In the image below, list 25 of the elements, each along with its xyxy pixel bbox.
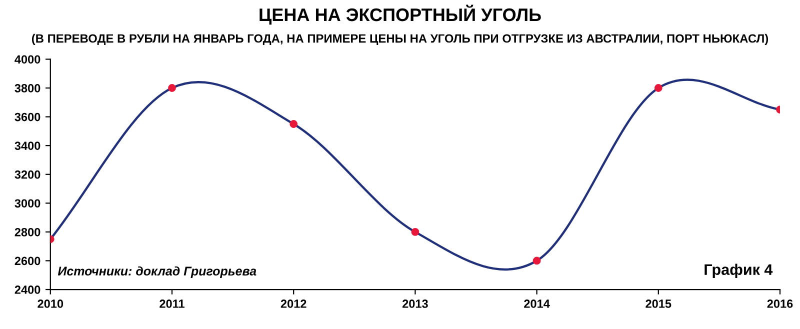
- point: [168, 84, 176, 92]
- point: [654, 84, 662, 92]
- annotation: График 4: [704, 264, 773, 278]
- chart-title: ЦЕНА НА ЭКСПОРТНЫЙ УГОЛЬ: [260, 4, 541, 25]
- chart-subtitle: (В ПЕРЕВОДЕ В РУБЛИ НА ЯНВАРЬ ГОДА, НА ПРИМЕРЕ ЦЕНЫ НА УГОЛЬ ПРИ ОТГРУЗКЕ ИЗ АВСТРАЛИИ, ПОРТ НЬЮКАСЛ): [32, 34, 768, 46]
- x-tick-label: 2010: [38, 300, 64, 308]
- y-tick-label: 3400: [14, 142, 40, 150]
- y-tick-label: 2600: [14, 256, 40, 266]
- annotation: Источники: доклад Григорьева: [58, 266, 256, 278]
- y-tick-label: 3800: [14, 84, 40, 92]
- x-tick-label: 2016: [767, 300, 793, 308]
- point: [532, 256, 541, 265]
- x-tick-label: 2012: [280, 300, 306, 308]
- x-tick-label: 2015: [646, 300, 672, 308]
- y-tick-label: 2800: [14, 228, 40, 236]
- point: [290, 120, 298, 128]
- y-tick-label: 3000: [14, 199, 40, 208]
- y-tick-label: 3200: [14, 170, 40, 179]
- x-tick-label: 2011: [160, 300, 184, 308]
- x-tick-label: 2013: [402, 300, 428, 308]
- point: [411, 228, 420, 236]
- y-tick-label: 3600: [14, 112, 40, 122]
- y-tick-label: 4000: [14, 55, 40, 64]
- y-tick-label: 2400: [14, 286, 40, 294]
- x-tick-label: 2014: [524, 300, 550, 308]
